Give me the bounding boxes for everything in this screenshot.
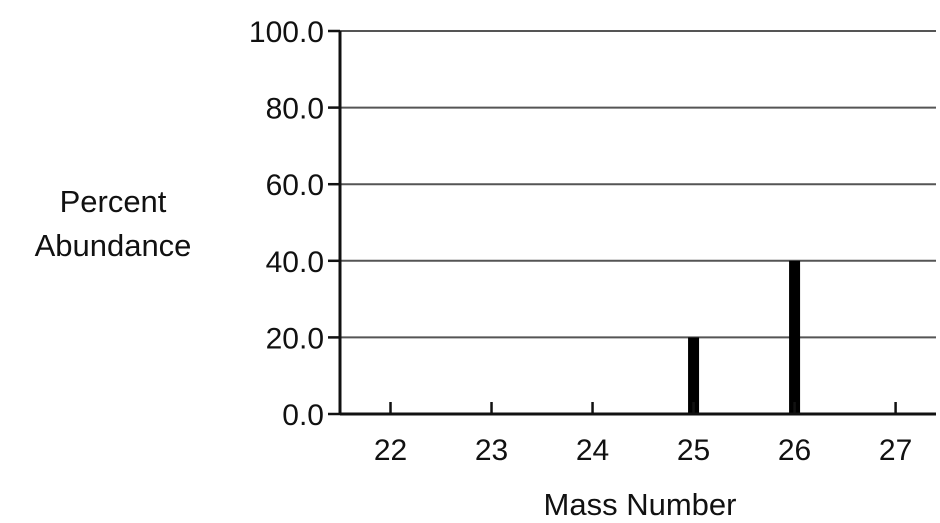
bar-mass-26 xyxy=(789,260,801,414)
x-tick-label: 22 xyxy=(374,434,407,467)
axes xyxy=(338,31,936,416)
x-tick-label: 26 xyxy=(778,434,811,467)
y-tick-label: 0.0 xyxy=(282,399,324,432)
x-axis-label: Mass Number xyxy=(544,487,737,522)
y-tick-label: 80.0 xyxy=(266,93,324,126)
gridlines xyxy=(340,30,936,339)
y-tick-label: 100.0 xyxy=(249,16,324,49)
y-ticks: 0.0 20.0 40.0 60.0 80.0 100.0 xyxy=(249,16,340,432)
y-axis-label-line-1: Percent xyxy=(60,184,167,219)
bars xyxy=(688,260,801,414)
x-tick-label: 27 xyxy=(879,434,912,467)
x-tick-label: 24 xyxy=(576,434,609,467)
x-tick-label: 25 xyxy=(677,434,710,467)
y-tick-label: 20.0 xyxy=(266,322,324,355)
y-tick-label: 40.0 xyxy=(266,246,324,279)
bar-mass-25 xyxy=(688,337,700,414)
x-ticks: 22 23 24 25 26 27 xyxy=(374,402,912,467)
x-tick-label: 23 xyxy=(475,434,508,467)
y-tick-label: 60.0 xyxy=(266,169,324,202)
y-axis-label-line-2: Abundance xyxy=(35,228,192,263)
